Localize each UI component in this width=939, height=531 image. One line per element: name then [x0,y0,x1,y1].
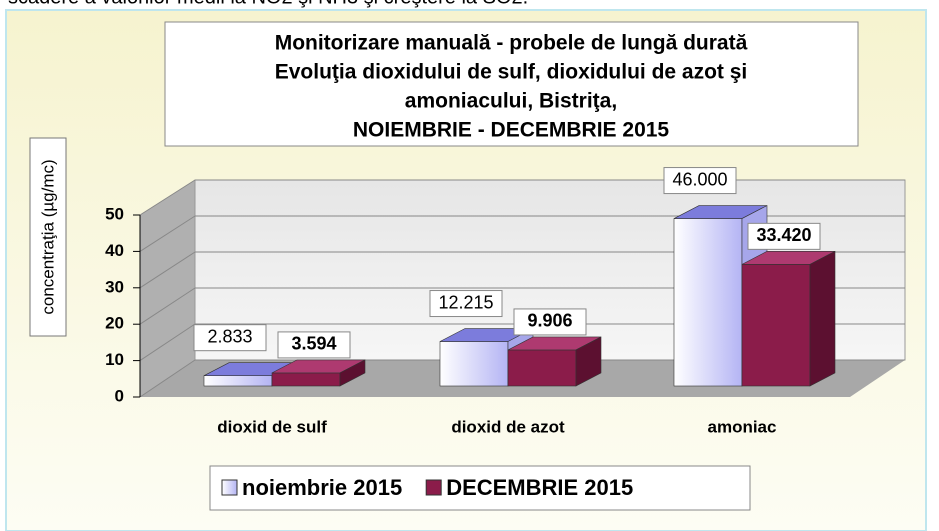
bar-side [575,336,602,387]
chart-title: Monitorizare manuală - probele de lungă … [275,32,748,55]
value-label: 33.420 [756,225,811,245]
x-tick-label: dioxid de azot [451,417,565,436]
title-box [164,21,859,147]
caption: scădere a valorilor medii la NO2 şi NH3 … [8,0,528,8]
grid-line [139,215,196,252]
value-label: 12.215 [438,292,493,312]
bar [741,264,811,387]
legend-label: noiembrie 2015 [242,475,402,500]
grid-line [139,359,196,398]
y-tick-label: 10 [105,350,124,369]
y-axis-label: concentraţia (µg/mc) [38,159,57,314]
y-tick-label: 20 [105,314,124,333]
value-label: 46.000 [672,169,727,189]
value-label-box [193,324,267,352]
bar [203,375,273,387]
grid-line [139,251,196,289]
value-label-box [277,331,351,359]
y-label-box [29,137,67,337]
legend-swatch [425,479,442,496]
chart-title: NOIEMBRIE - DECEMBRIE 2015 [353,119,670,142]
grid-line [139,323,196,362]
bar [673,218,743,387]
bar [271,372,341,387]
y-tick-label: 30 [105,277,124,296]
grid-line [139,179,196,216]
x-tick-label: amoniac [708,417,777,436]
value-label: 3.594 [291,334,336,354]
grid-line [139,287,196,325]
y-tick-label: 0 [115,386,124,405]
bar-side [809,250,836,387]
bar-side [339,359,366,387]
bar [439,341,509,387]
legend-label: DECEMBRIE 2015 [446,475,633,500]
legend-swatch [221,479,238,496]
legend-box [209,465,751,511]
side-wall [140,180,195,397]
chart-title: amoniacului, Bistriţa, [405,90,617,113]
y-tick-label: 40 [105,241,124,260]
value-label: 2.833 [207,326,252,346]
value-label-box [513,308,587,336]
value-label-box [429,290,503,318]
x-tick-label: dioxid de sulf [217,417,327,436]
y-tick-label: 50 [105,204,124,223]
bar [507,349,577,387]
chart-title: Evoluţia dioxidului de sulf, dioxidului … [275,61,748,84]
value-label-box [663,167,737,195]
value-label-box [747,222,821,250]
value-label: 9.906 [527,311,572,331]
